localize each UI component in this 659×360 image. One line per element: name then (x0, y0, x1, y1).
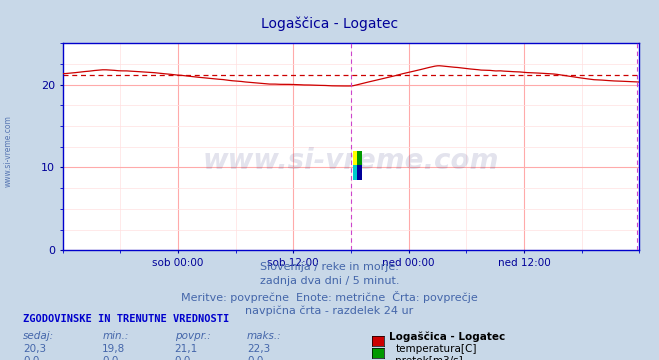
Text: 0,0: 0,0 (247, 356, 264, 360)
Text: zadnja dva dni / 5 minut.: zadnja dva dni / 5 minut. (260, 276, 399, 287)
Text: Meritve: povprečne  Enote: metrične  Črta: povprečje: Meritve: povprečne Enote: metrične Črta:… (181, 291, 478, 303)
Bar (357, 151, 362, 165)
Text: min.:: min.: (102, 331, 129, 341)
Text: Logaščica - Logatec: Logaščica - Logatec (389, 331, 505, 342)
Text: Slovenija / reke in morje.: Slovenija / reke in morje. (260, 262, 399, 272)
Bar (353, 151, 357, 165)
Text: 20,3: 20,3 (23, 344, 46, 354)
Text: Logaščica - Logatec: Logaščica - Logatec (261, 16, 398, 31)
Text: 22,3: 22,3 (247, 344, 270, 354)
Text: 0,0: 0,0 (175, 356, 191, 360)
Text: 0,0: 0,0 (23, 356, 40, 360)
Text: 0,0: 0,0 (102, 356, 119, 360)
Text: temperatura[C]: temperatura[C] (395, 344, 477, 354)
Text: navpična črta - razdelek 24 ur: navpična črta - razdelek 24 ur (245, 305, 414, 316)
Text: www.si-vreme.com: www.si-vreme.com (203, 147, 499, 175)
Text: 21,1: 21,1 (175, 344, 198, 354)
Bar (357, 165, 362, 180)
Text: sedaj:: sedaj: (23, 331, 54, 341)
Text: maks.:: maks.: (247, 331, 282, 341)
Text: 19,8: 19,8 (102, 344, 125, 354)
Text: pretok[m3/s]: pretok[m3/s] (395, 356, 463, 360)
Text: www.si-vreme.com: www.si-vreme.com (3, 115, 13, 187)
Bar (353, 165, 357, 180)
Text: povpr.:: povpr.: (175, 331, 210, 341)
Text: ZGODOVINSKE IN TRENUTNE VREDNOSTI: ZGODOVINSKE IN TRENUTNE VREDNOSTI (23, 314, 229, 324)
